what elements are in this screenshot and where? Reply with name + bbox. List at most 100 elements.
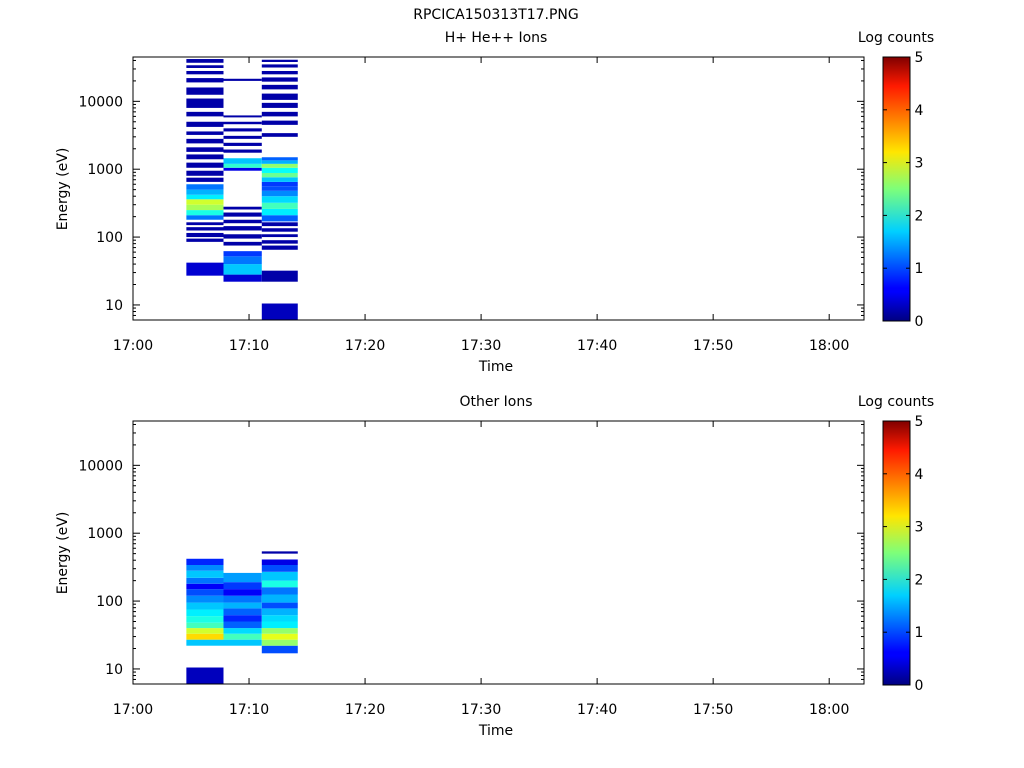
heatmap-cell	[186, 121, 224, 127]
colorbar-tick-label: 4	[915, 467, 924, 483]
heatmap-cell	[261, 608, 298, 616]
y-tick-label: 1000	[87, 162, 123, 178]
heatmap-cell	[186, 70, 224, 75]
heatmap-cell	[223, 121, 262, 125]
heatmap-cell	[223, 251, 262, 257]
heatmap-cell	[223, 264, 262, 275]
colorbar-tick-label: 1	[915, 261, 924, 277]
axes: 17:00 17:10 17:20 17:30 17:40 17:50 18:00 10 100…	[78, 57, 864, 354]
x-axis-label: Time	[478, 723, 513, 739]
x-axis-label: Time	[478, 359, 513, 375]
heatmap-cell	[186, 215, 224, 220]
colorbar-ticks: 0 1 2 3 4 5	[883, 50, 924, 330]
heatmap-cell	[261, 303, 298, 320]
heatmap-cell	[261, 551, 298, 554]
heatmap-cell	[223, 639, 262, 646]
heatmap-cell	[186, 609, 224, 617]
heatmap-cell	[223, 608, 262, 616]
heatmap-cell	[261, 202, 298, 209]
heatmap-cell	[261, 594, 298, 603]
axes: 17:00 17:10 17:20 17:30 17:40 17:50 18:00 10 100…	[78, 421, 864, 718]
y-axis-label: Energy (eV)	[55, 148, 71, 231]
heatmap-cell	[186, 204, 224, 211]
heatmap-cell	[186, 628, 224, 634]
heatmap-cell	[261, 133, 298, 137]
colorbar-tick-label: 5	[915, 50, 924, 66]
heatmap-cell	[261, 111, 298, 117]
heatmap-cell	[223, 572, 262, 583]
heatmap-cell	[186, 558, 224, 565]
heatmap-cell	[186, 189, 224, 195]
heatmap-cell	[186, 633, 224, 640]
heatmap-cell	[261, 615, 298, 622]
heatmap-cell	[261, 245, 298, 250]
plot-frame	[132, 56, 865, 321]
x-tick-label: 17:30	[461, 702, 501, 718]
heatmap-cell	[186, 199, 224, 205]
y-tick-label: 1000	[87, 526, 123, 542]
heatmap-cell	[186, 227, 224, 231]
heatmap-cell	[223, 589, 262, 596]
heatmap-cell	[186, 184, 224, 190]
heatmap-cell	[186, 131, 224, 135]
heatmap-cell	[223, 219, 262, 224]
heatmap-cell	[223, 149, 262, 153]
colorbar	[882, 420, 911, 686]
heatmap-cell	[186, 147, 224, 152]
heatmap-cell	[261, 190, 298, 197]
heatmap-cell	[261, 559, 298, 565]
colorbar-tick-label: 0	[915, 314, 924, 330]
y-tick-label: 10	[105, 662, 123, 678]
heatmap-cell	[223, 212, 262, 217]
heatmap-cell	[261, 64, 298, 68]
heatmap-cell	[223, 621, 262, 629]
heatmap-cells	[186, 551, 298, 684]
heatmap-cell	[186, 111, 224, 117]
heatmap-cell	[186, 98, 224, 108]
x-tick-label: 18:00	[809, 702, 849, 718]
y-tick-label: 100	[96, 230, 123, 246]
colorbar-tick-label: 4	[915, 103, 924, 119]
heatmap-cell	[223, 628, 262, 634]
x-tick-label: 18:00	[809, 338, 849, 354]
y-tick-label: 100	[96, 594, 123, 610]
heatmap-cell	[186, 170, 224, 176]
heatmap-cell	[223, 167, 262, 171]
plot-frame	[132, 420, 865, 685]
heatmap-cell	[186, 565, 224, 571]
colorbar	[882, 56, 911, 322]
heatmap-cell	[223, 163, 262, 168]
colorbar-tick-label: 0	[915, 678, 924, 694]
heatmap-cell	[223, 595, 262, 603]
heatmap-cell	[261, 602, 298, 609]
x-tick-label: 17:10	[229, 338, 269, 354]
heatmap-cell	[261, 270, 298, 282]
heatmap-cell	[186, 177, 224, 182]
heatmap-cell	[223, 158, 262, 164]
heatmap-cell	[186, 210, 224, 216]
x-tick-label: 17:20	[345, 702, 385, 718]
panel-title: Other Ions	[459, 394, 532, 410]
panel-other-ions: Other Ions 17:00 17:10 17:20 17:30 17:40 17:5…	[55, 394, 934, 739]
heatmap-cell	[186, 162, 224, 168]
heatmap-cell	[261, 186, 298, 191]
heatmap-cell	[223, 615, 262, 622]
heatmap-cell	[186, 595, 224, 603]
heatmap-cell	[223, 142, 262, 146]
heatmap-cell	[261, 93, 298, 100]
heatmap-cell	[223, 226, 262, 231]
x-tick-label: 17:20	[345, 338, 385, 354]
colorbar-tick-label: 2	[915, 208, 924, 224]
heatmap-cell	[223, 206, 262, 210]
x-tick-label: 17:10	[229, 702, 269, 718]
heatmap-cell	[186, 78, 224, 83]
heatmap-cell	[186, 87, 224, 95]
y-axis-label: Energy (eV)	[55, 512, 71, 595]
panel-h-he-ions: H+ He++ Ions 17:00 17:10 17:20 17:30 17:40 17…	[55, 30, 934, 375]
heatmap-cell	[261, 196, 298, 203]
y-tick-label: 10000	[78, 458, 123, 474]
colorbar-label: Log counts	[858, 394, 934, 410]
heatmap-cell	[223, 78, 262, 81]
x-tick-label: 17:00	[113, 338, 153, 354]
heatmap-cell	[186, 577, 224, 584]
